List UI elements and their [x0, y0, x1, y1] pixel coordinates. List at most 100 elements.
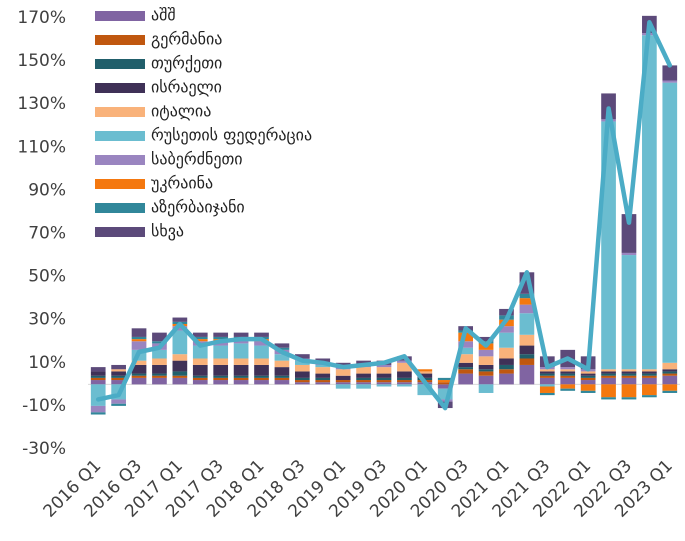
bar-segment [192, 377, 208, 381]
bar-segment [539, 373, 555, 376]
bar-segment [662, 65, 678, 81]
bar-segment [478, 356, 494, 365]
bar-segment [397, 360, 412, 363]
bar-segment [90, 384, 106, 406]
bar-segment [539, 386, 555, 393]
bar-segment [621, 384, 637, 398]
bar-segment [478, 375, 494, 385]
y-tick-label: 70% [28, 224, 66, 244]
bar-segment [519, 358, 535, 365]
bar-segment [192, 364, 208, 376]
bar-segment [519, 298, 535, 305]
bar-segment [621, 375, 637, 378]
bar-segment [274, 354, 290, 361]
legend-label: რუსეთის ფედერაცია [151, 126, 312, 145]
bar-segment [294, 380, 310, 383]
bar-segment [601, 384, 616, 398]
bar-segment [192, 332, 208, 337]
bar-segment [172, 330, 188, 355]
bar-segment [172, 371, 188, 376]
bar-segment [131, 339, 147, 342]
bar-segment [335, 382, 351, 385]
bar-segment [90, 380, 106, 385]
bar-segment [539, 377, 555, 385]
bar-segment [662, 82, 678, 363]
bar-segment [376, 377, 392, 381]
bar-segment [499, 308, 514, 316]
y-tick-label: 30% [28, 310, 66, 330]
bar-segment [437, 380, 453, 383]
bar-segment [315, 377, 331, 381]
bar-segment [356, 384, 371, 389]
bar-segment [376, 384, 392, 387]
bar-segment [662, 369, 678, 372]
bar-segment [437, 384, 453, 389]
bar-segment [233, 332, 249, 337]
bar-segment [621, 255, 637, 370]
legend-label: უკრაინა [151, 174, 213, 193]
bar-segment [213, 364, 229, 376]
bar-segment [580, 373, 596, 376]
bar-segment [560, 388, 576, 391]
bar-segment [111, 369, 126, 372]
bar-segment [152, 375, 167, 378]
bar-segment [213, 358, 229, 365]
legend-swatch [95, 107, 145, 117]
bar-segment [458, 347, 474, 355]
bar-segment [499, 364, 514, 370]
bar-segment [111, 399, 126, 404]
bar-segment [499, 326, 514, 333]
bar-segment [172, 317, 188, 322]
bar-segment [152, 332, 167, 342]
bar-segment [131, 373, 147, 376]
legend-swatch [95, 11, 145, 21]
bar-segment [621, 369, 637, 372]
bar-segment [478, 364, 494, 370]
bar-segment [560, 384, 576, 389]
bar-segment [519, 304, 535, 314]
bar-segment [356, 380, 371, 383]
bar-segment [519, 293, 535, 299]
bar-segment [274, 380, 290, 385]
bar-segment [172, 354, 188, 361]
bar-segment [192, 358, 208, 365]
bar-segment [376, 382, 392, 385]
bar-segment [580, 371, 596, 374]
bar-segment [539, 392, 555, 396]
bar-segment [458, 341, 474, 348]
bar-segment [560, 367, 576, 370]
bar-segment [315, 367, 331, 374]
bar-segment [621, 397, 637, 400]
bar-segment [192, 336, 208, 340]
bar-segment [519, 364, 535, 385]
bar-segment [131, 360, 147, 365]
bar-segment [397, 380, 412, 383]
bar-segment [478, 349, 494, 357]
bar-segment [213, 375, 229, 378]
bar-segment [90, 371, 106, 376]
y-tick-label: 110% [17, 137, 66, 157]
bar-segment [131, 377, 147, 385]
bar-segment [152, 373, 167, 376]
bar-segment [192, 339, 208, 342]
bar-segment [437, 377, 453, 381]
bar-segment [233, 364, 249, 376]
bar-segment [131, 375, 147, 378]
bar-segment [580, 380, 596, 385]
bar-segment [397, 362, 412, 372]
bar-segment [192, 375, 208, 378]
bar-segment [601, 375, 616, 378]
bar-segment [458, 369, 474, 374]
bar-segment [621, 252, 637, 256]
bar-segment [294, 382, 310, 385]
bar-segment [254, 375, 269, 378]
bar-segment [90, 405, 106, 413]
bar-segment [172, 377, 188, 385]
legend-label: თურქეთი [151, 54, 222, 73]
bar-segment [662, 371, 678, 374]
bar-segment [539, 375, 555, 378]
bar-segment [192, 380, 208, 385]
bar-segment [499, 358, 514, 365]
bar-segment [642, 384, 657, 396]
